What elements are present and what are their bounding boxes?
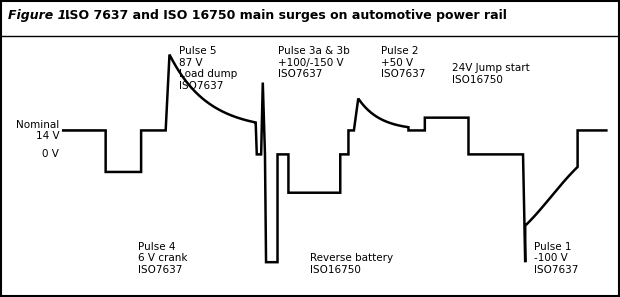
Text: 24V Jump start
ISO16750: 24V Jump start ISO16750	[452, 63, 530, 85]
Text: 0 V: 0 V	[42, 149, 60, 159]
Text: Reverse battery
ISO16750: Reverse battery ISO16750	[310, 253, 393, 275]
Text: Pulse 3a & 3b
+100/-150 V
ISO7637: Pulse 3a & 3b +100/-150 V ISO7637	[278, 46, 349, 79]
Text: Pulse 4
6 V crank
ISO7637: Pulse 4 6 V crank ISO7637	[138, 242, 188, 275]
Text: Pulse 2
+50 V
ISO7637: Pulse 2 +50 V ISO7637	[381, 46, 425, 79]
Text: ISO 7637 and ISO 16750 main surges on automotive power rail: ISO 7637 and ISO 16750 main surges on au…	[65, 9, 507, 22]
Text: Pulse 1
-100 V
ISO7637: Pulse 1 -100 V ISO7637	[534, 242, 578, 275]
Text: Pulse 5
87 V
Load dump
ISO7637: Pulse 5 87 V Load dump ISO7637	[179, 46, 237, 91]
Text: Figure 1.: Figure 1.	[8, 9, 71, 22]
Text: Nominal
14 V: Nominal 14 V	[16, 120, 60, 141]
